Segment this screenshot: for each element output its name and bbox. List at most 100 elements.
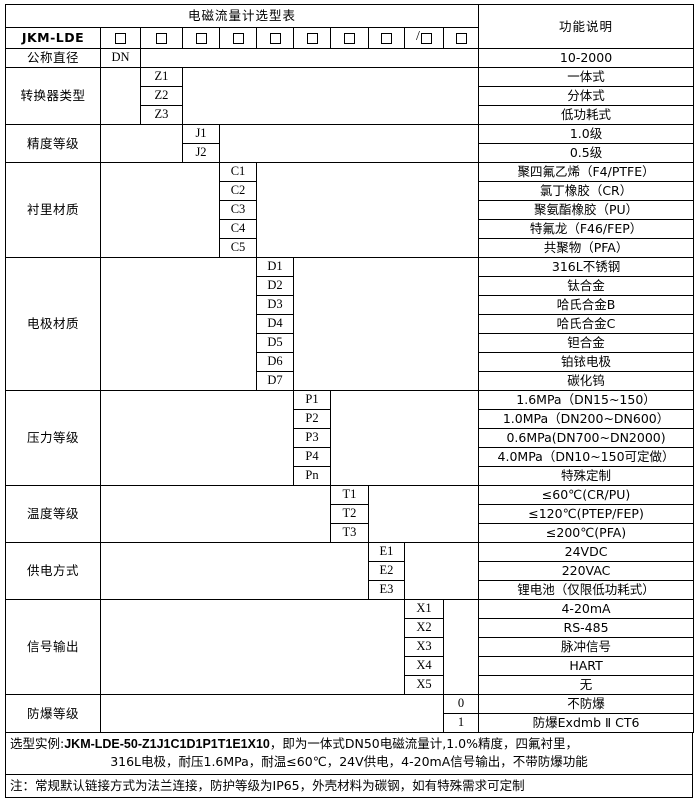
spacer-right-1 (139, 48, 480, 68)
checkbox-glyph[interactable] (381, 32, 392, 44)
function-description: 聚氨酯橡胶（PU） (478, 200, 695, 220)
table-row: D4 哈氏合金C (6, 314, 695, 334)
code-checkbox-2[interactable] (140, 27, 183, 49)
function-description: 无 (478, 675, 695, 695)
table-row: 压力等级 P1 1.6MPa（DN15~150） (5, 390, 695, 486)
table-row: 公称直径 DN 10-2000 (5, 48, 695, 68)
general-note-text: 注：常规默认链接方式为法兰连接，防护等级为IP65，外壳材料为碳钢，如有特殊需求… (10, 778, 525, 794)
table-title: 电磁流量计选型表 (4, 4, 480, 28)
checkbox-glyph[interactable] (455, 32, 467, 44)
category-label-4: 衬里材质 (5, 162, 101, 258)
category-label-10: 防爆等级 (5, 694, 101, 733)
function-description: 特殊定制 (478, 466, 695, 486)
option-code-9-2: X2 (404, 618, 444, 638)
code-checkbox-3[interactable] (182, 27, 220, 49)
checkbox-glyph[interactable] (115, 32, 126, 44)
function-description: 4.0MPa（DN10~150可定做） (478, 447, 695, 467)
option-code-5-4: D4 (256, 314, 294, 334)
option-code-8-2: E2 (368, 561, 405, 581)
function-description: 氯丁橡胶（CR） (478, 181, 695, 201)
option-code-2-3: Z3 (140, 105, 183, 125)
function-description: 1.6MPa（DN15~150） (478, 390, 695, 410)
code-checkbox-8[interactable] (368, 27, 405, 49)
function-description: 低功耗式 (478, 105, 695, 125)
option-code-5-3: D3 (256, 295, 294, 315)
code-checkbox-7[interactable] (330, 27, 369, 49)
function-description: 4-20mA (478, 599, 695, 619)
spacer-left-3 (100, 124, 183, 163)
function-description: 316L不锈钢 (478, 257, 695, 277)
function-description: RS-485 (478, 618, 695, 638)
option-code-9-4: X4 (404, 656, 444, 676)
general-note: 注：常规默认链接方式为法兰连接，防护等级为IP65，外壳材料为碳钢，如有特殊需求… (6, 775, 692, 797)
spacer-left-8 (100, 542, 369, 600)
checkbox-glyph[interactable] (269, 32, 281, 44)
category-label-6: 压力等级 (5, 390, 101, 486)
checkbox-glyph[interactable] (420, 32, 432, 44)
option-code-7-1: T1 (330, 485, 369, 505)
code-checkbox-5[interactable] (256, 27, 294, 49)
code-checkbox-6[interactable] (293, 27, 331, 49)
example-line1-tail: ，即为一体式DN50电磁流量计,1.0%精度，四氟衬里， (269, 736, 578, 751)
model-selection-table: 电磁流量计选型表 功能说明 JKM-LDE / 公称直径 DN 10-2000 转换器类型 Z1… (4, 4, 695, 733)
function-description: HART (478, 656, 695, 676)
spacer-right-6 (329, 390, 480, 486)
category-label-1: 公称直径 (5, 48, 101, 68)
option-code-6-5: Pn (293, 466, 331, 486)
table-row: 衬里材质 C1 聚四氟乙烯（F4/PTFE） (5, 162, 695, 258)
function-description: 哈氏合金C (478, 314, 695, 334)
spacer-left-2 (100, 67, 141, 125)
option-code-9-3: X3 (404, 637, 444, 657)
option-code-3-1: J1 (182, 124, 220, 144)
function-description: ≤200℃(PFA) (478, 523, 695, 543)
checkbox-glyph[interactable] (306, 32, 318, 44)
table-row: T2 ≤120℃(PTEP/FEP) (6, 504, 695, 524)
code-checkbox-10[interactable] (442, 27, 480, 49)
option-code-5-1: D1 (256, 257, 294, 277)
spacer-left-10 (100, 694, 444, 733)
code-checkbox-4[interactable] (219, 27, 257, 49)
option-code-6-2: P2 (293, 409, 331, 429)
option-code-6-4: P4 (293, 447, 331, 467)
checkbox-glyph[interactable] (195, 32, 207, 44)
spacer-right-2 (181, 67, 480, 125)
example-model-code: JKM-LDE-50-Z1J1C1D1P1T1E1X10 (64, 737, 270, 751)
function-description: 铂铱电极 (478, 352, 695, 372)
category-label-8: 供电方式 (5, 542, 101, 600)
code-checkbox-9[interactable]: / (404, 27, 444, 49)
option-code-4-2: C2 (219, 181, 257, 201)
option-code-3-2: J2 (182, 143, 220, 163)
checkbox-glyph[interactable] (232, 32, 244, 44)
function-description: 一体式 (478, 67, 695, 87)
option-code-4-1: C1 (219, 162, 257, 182)
option-code-10-1: 0 (442, 694, 480, 714)
option-code-10-2: 1 (442, 713, 480, 733)
function-description: 防爆Exdmb Ⅱ CT6 (478, 713, 695, 733)
option-code-2-1: Z1 (140, 67, 183, 87)
function-description: 不防爆 (478, 694, 695, 714)
function-description: 特氟龙（F46/FEP） (478, 219, 695, 239)
category-label-9: 信号输出 (5, 599, 101, 695)
table-row: X2 RS-485 (6, 618, 695, 638)
selection-example-line2: 316L电极，耐压1.6MPa，耐温≤60℃，24V供电，4-20mA信号输出，… (110, 754, 588, 770)
table-row: X4 HART (6, 656, 695, 676)
category-label-7: 温度等级 (5, 485, 101, 543)
option-code-7-3: T3 (330, 523, 369, 543)
option-code-4-5: C5 (219, 238, 257, 258)
option-code-5-7: D7 (256, 371, 294, 391)
table-row: E3 锂电池（仅限低功耗式） (6, 580, 695, 600)
option-code-2-2: Z2 (140, 86, 183, 106)
table-row: 1 防爆Exdmb Ⅱ CT6 (6, 713, 695, 733)
table-row: 供电方式 E1 24VDC (5, 542, 695, 600)
option-code-9-1: X1 (404, 599, 444, 619)
option-code-7-2: T2 (330, 504, 369, 524)
table-row: D3 哈氏合金B (6, 295, 695, 315)
code-checkbox-1[interactable] (100, 27, 141, 49)
table-row: E2 220VAC (6, 561, 695, 581)
checkbox-glyph[interactable] (156, 32, 167, 44)
model-prefix: JKM-LDE (5, 27, 101, 49)
checkbox-glyph[interactable] (344, 32, 355, 44)
spacer-right-4 (255, 162, 480, 258)
option-code-4-4: C4 (219, 219, 257, 239)
table-row: C3 聚氨酯橡胶（PU） (6, 200, 695, 220)
